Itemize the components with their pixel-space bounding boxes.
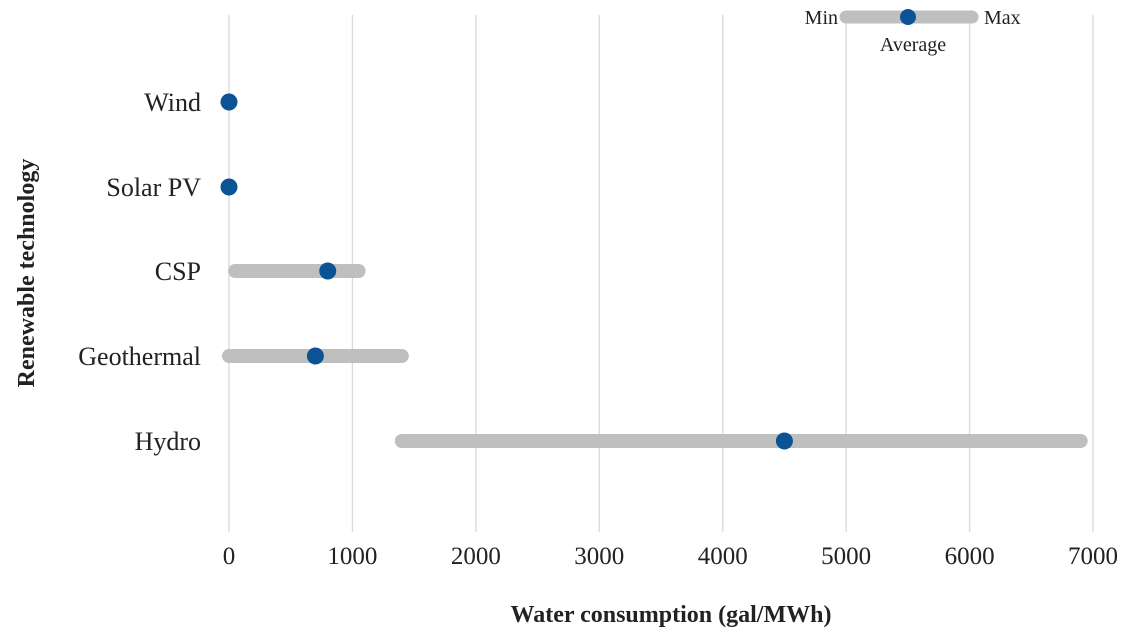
average-dot-solar-pv <box>220 178 238 196</box>
legend-average-label: Average <box>880 34 946 56</box>
average-dot-geothermal <box>306 347 324 365</box>
legend-max-label: Max <box>984 7 1021 29</box>
x-tick-label: 2000 <box>451 543 501 570</box>
x-tick-labels: 0 1000 2000 3000 4000 5000 6000 7000 <box>223 543 1118 570</box>
legend: Min Max Average <box>805 7 1021 56</box>
range-bars <box>222 264 1088 448</box>
x-tick-label: 4000 <box>698 543 748 570</box>
y-axis-title: Renewable technology <box>14 159 40 388</box>
x-tick-label: 7000 <box>1068 543 1118 570</box>
x-tick-label: 6000 <box>945 543 995 570</box>
legend-min-label: Min <box>805 7 838 29</box>
category-label-hydro: Hydro <box>135 427 201 456</box>
gridlines <box>228 15 1094 532</box>
average-dot-wind <box>220 93 238 111</box>
category-label-solar-pv: Solar PV <box>106 173 201 202</box>
x-tick-label: 5000 <box>821 543 871 570</box>
average-dots <box>220 93 793 450</box>
category-labels: Wind Solar PV CSP Geothermal Hydro <box>78 88 201 456</box>
x-tick-label: 0 <box>223 543 236 570</box>
category-label-csp: CSP <box>155 257 201 286</box>
category-label-wind: Wind <box>144 88 201 117</box>
average-dot-csp <box>319 262 337 280</box>
legend-average-dot <box>900 9 916 25</box>
x-axis-title: Water consumption (gal/MWh) <box>511 602 832 628</box>
x-tick-label: 3000 <box>574 543 624 570</box>
x-tick-label: 1000 <box>327 543 377 570</box>
average-dot-hydro <box>775 432 793 450</box>
category-label-geothermal: Geothermal <box>78 342 201 371</box>
